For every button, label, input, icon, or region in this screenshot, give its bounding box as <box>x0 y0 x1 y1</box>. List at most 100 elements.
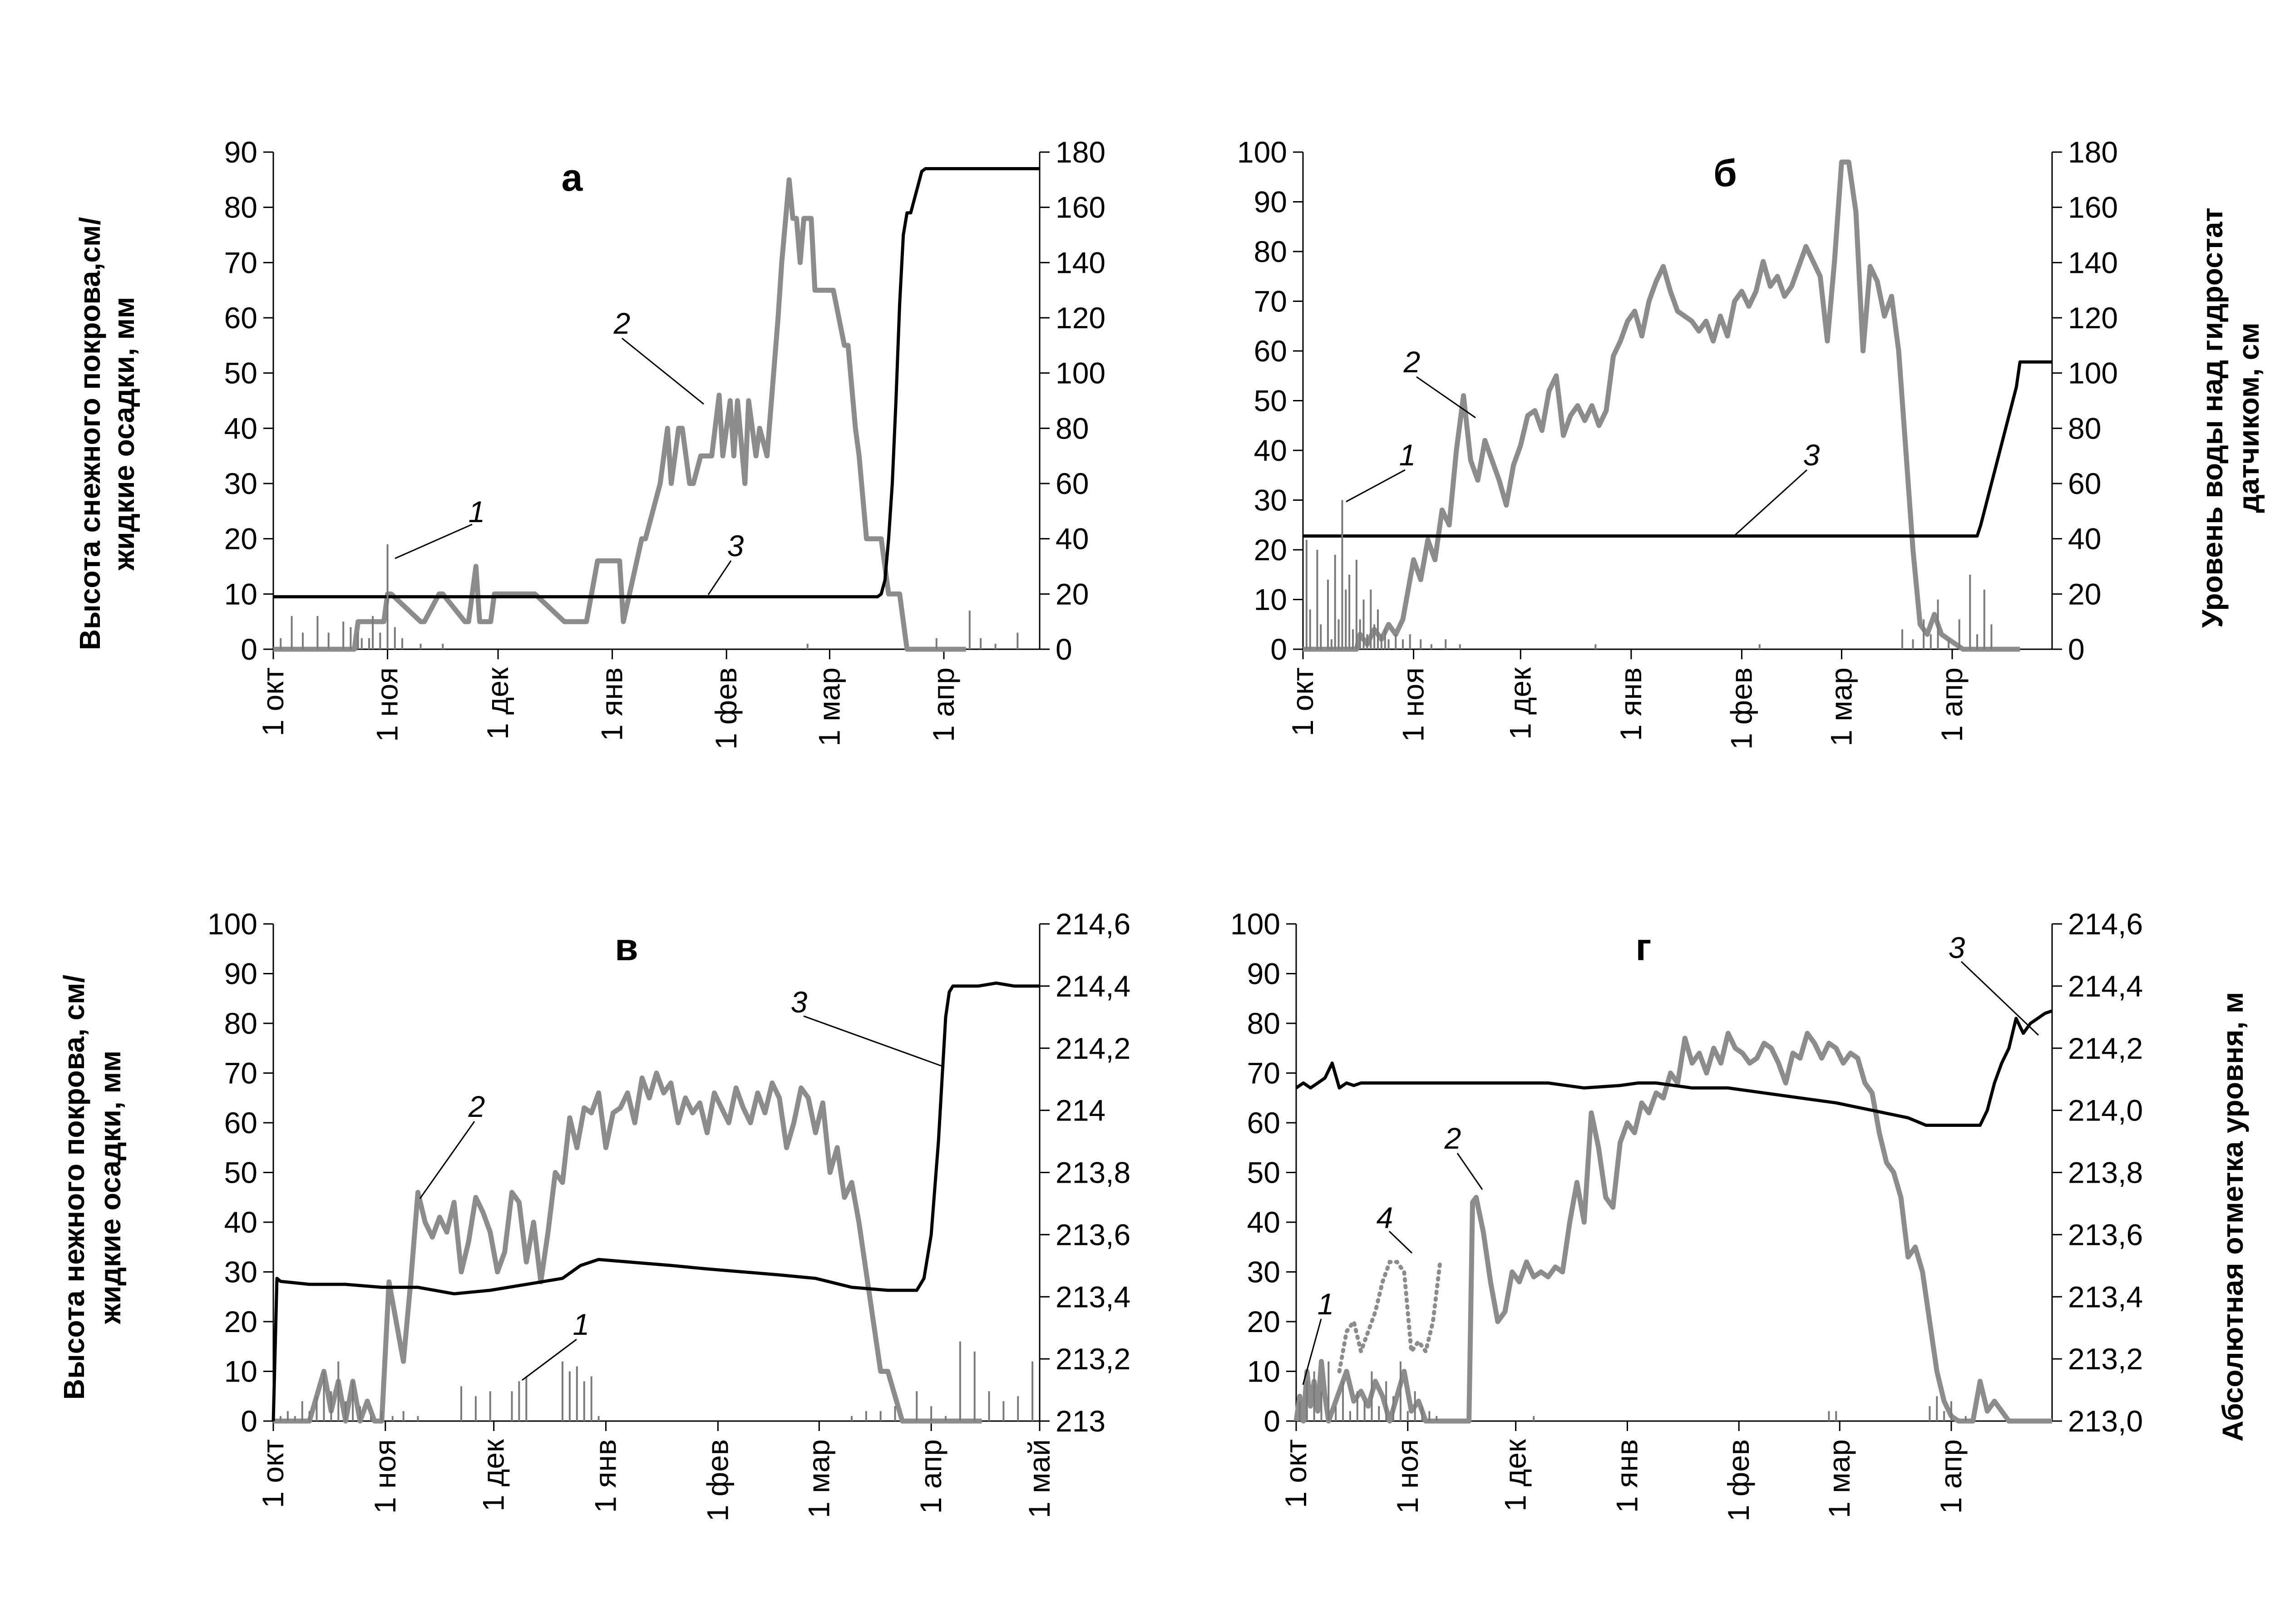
panel-b: б 0 10 20 30 40 50 60 70 80 90 100 0 20 40 60 80 100 120 1… <box>1237 135 2118 750</box>
y-right-tick-label: 160 <box>1056 191 1105 224</box>
annotation-label: 1 <box>469 495 485 528</box>
annotation-label: 4 <box>1377 1201 1393 1234</box>
snow-depth-line <box>1303 159 2020 652</box>
y-left-tick-label: 50 <box>1247 1156 1280 1190</box>
y-axis-title-bottom-right: Абсолютная отметка уровня, м <box>2216 992 2249 1441</box>
y-left-tick-label: 100 <box>1230 907 1280 941</box>
annotation-leader <box>395 523 473 559</box>
y-left-tick-label: 0 <box>1270 632 1287 666</box>
y-axis-title-bottom-left-line2: жидкие осадки, мм <box>94 1051 127 1325</box>
x-tick-label: 1 ноя <box>368 1439 402 1514</box>
y-left-tick-label: 10 <box>1247 1355 1280 1388</box>
y-left-tick-label: 10 <box>224 1355 257 1388</box>
annotation-leader <box>622 337 704 405</box>
x-tick-label: 1 дек <box>1499 1439 1532 1511</box>
panel-a: а 0 10 20 30 40 50 60 70 80 90 0 20 40 60 80 100 120 140 1… <box>224 135 1106 750</box>
x-tick-label: 1 янв <box>1610 1439 1643 1513</box>
y-right-tick-label: 213,6 <box>1056 1218 1130 1251</box>
annotation-label: 3 <box>791 985 808 1019</box>
water-level-line <box>271 981 1040 1422</box>
y-left-tick-label: 50 <box>224 1156 257 1190</box>
y-left-tick-label: 80 <box>1247 1007 1280 1040</box>
annotation-leader <box>1960 961 2039 1036</box>
annotation-leader <box>1388 1230 1413 1254</box>
x-tick-label: 1 мар <box>1824 667 1858 746</box>
x-tick-label: 1 фев <box>1722 1439 1755 1521</box>
y-left-tick-label: 100 <box>207 907 257 941</box>
annotation-leader <box>707 560 732 595</box>
x-tick-label: 1 янв <box>589 1439 622 1513</box>
x-tick-label: 1 апр <box>914 1439 947 1514</box>
y-right-tick-label: 40 <box>1056 522 1089 556</box>
y-left-tick-label: 30 <box>1247 1255 1280 1289</box>
y-left-tick-label: 90 <box>1254 185 1287 219</box>
y-left-tick-label: 10 <box>224 577 257 611</box>
annotation-label: 2 <box>468 1090 485 1123</box>
y-right-tick-label: 180 <box>1056 135 1105 169</box>
annotation-leader <box>419 1121 475 1199</box>
y-right-tick-label: 20 <box>2068 577 2101 611</box>
snow-depth-line <box>273 177 966 652</box>
y-left-tick-label: 20 <box>1254 533 1287 567</box>
x-tick-label: 1 дек <box>481 667 514 740</box>
y-right-tick-label: 214,2 <box>1056 1032 1130 1065</box>
x-tick-label: 1 ноя <box>1391 1439 1424 1514</box>
y-right-tick-label: 213,8 <box>1056 1156 1130 1190</box>
annotation-label: 1 <box>1318 1287 1334 1321</box>
y-left-tick-label: 0 <box>241 1404 257 1438</box>
y-right-tick-label: 140 <box>2068 246 2118 279</box>
y-left-tick-label: 80 <box>224 1007 257 1040</box>
y-left-tick-label: 90 <box>224 135 257 169</box>
y-axis-title-top-left-line2: жидкие осадки, мм <box>108 297 140 571</box>
annotation-label: 2 <box>1403 345 1421 379</box>
y-right-tick-label: 0 <box>2068 632 2085 666</box>
y-right-tick-label: 160 <box>2068 191 2118 224</box>
y-left-tick-label: 90 <box>224 957 257 991</box>
panel-c-title: в <box>615 926 638 968</box>
y-left-tick-label: 40 <box>1254 434 1287 467</box>
y-left-tick-label: 70 <box>224 246 257 279</box>
y-right-tick-label: 214 <box>1056 1094 1105 1127</box>
y-right-tick-label: 100 <box>1056 356 1105 390</box>
annotation-leader <box>1733 469 1808 537</box>
y-left-tick-label: 50 <box>224 356 257 390</box>
y-left-tick-label: 70 <box>1254 285 1287 318</box>
y-right-tick-label: 80 <box>2068 411 2101 445</box>
y-right-tick-label: 213,2 <box>2068 1342 2143 1376</box>
y-left-tick-label: 40 <box>1247 1205 1280 1239</box>
y-left-tick-label: 60 <box>1254 334 1287 368</box>
y-right-tick-label: 60 <box>1056 467 1089 500</box>
y-axis-title-top-left-line1: Высота снежного покрова,см/ <box>74 217 106 650</box>
y-left-tick-label: 70 <box>224 1056 257 1090</box>
x-tick-label: 1 янв <box>1614 667 1648 741</box>
annotation-label: 3 <box>1949 931 1965 964</box>
annotation-leader <box>803 1015 945 1068</box>
y-left-tick-label: 60 <box>1247 1106 1280 1140</box>
y-left-tick-label: 30 <box>1254 484 1287 517</box>
annotation-leader <box>1416 376 1476 419</box>
y-right-tick-label: 80 <box>1056 411 1089 445</box>
panel-d: г 0 10 20 30 40 50 60 70 80 90 100 213,0 213,2 213,4 2… <box>1230 907 2143 1521</box>
x-tick-label: 1 окт <box>1286 667 1319 736</box>
y-right-tick-label: 213 <box>1056 1404 1105 1438</box>
y-right-tick-label: 213,4 <box>1056 1280 1130 1313</box>
y-right-tick-label: 100 <box>2068 356 2118 390</box>
y-left-tick-label: 40 <box>224 1205 257 1239</box>
x-tick-label: 1 ноя <box>370 667 404 742</box>
x-tick-label: 1 дек <box>1503 667 1537 740</box>
y-right-tick-label: 213,0 <box>2068 1404 2143 1438</box>
annotation-leader <box>1456 1153 1483 1190</box>
y-right-tick-label: 214,0 <box>2068 1094 2143 1127</box>
annotation-label: 2 <box>613 306 631 340</box>
x-tick-label: 1 мар <box>802 1439 835 1518</box>
y-left-tick-label: 30 <box>224 467 257 500</box>
x-tick-label: 1 янв <box>595 667 629 741</box>
y-right-tick-label: 180 <box>2068 135 2118 169</box>
y-left-tick-label: 0 <box>1263 1404 1280 1438</box>
x-tick-label: 1 май <box>1022 1439 1056 1518</box>
y-right-tick-label: 214,4 <box>2068 969 2143 1003</box>
y-right-tick-label: 214,4 <box>1056 969 1130 1003</box>
x-tick-label: 1 ноя <box>1397 667 1430 742</box>
annotation-label: 2 <box>1444 1121 1461 1155</box>
